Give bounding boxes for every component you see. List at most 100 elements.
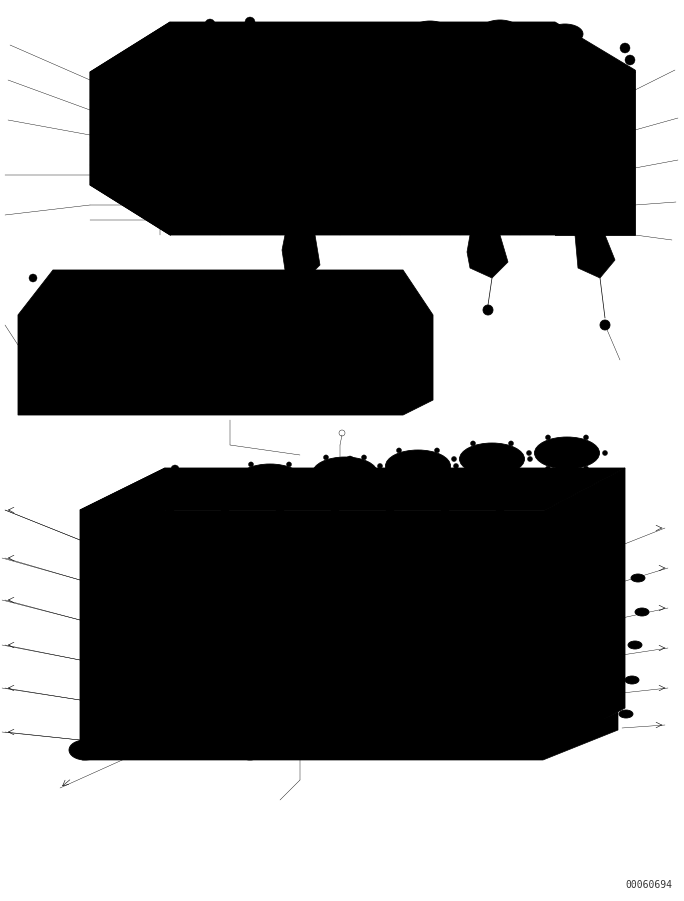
Circle shape xyxy=(471,441,475,446)
Ellipse shape xyxy=(393,93,421,107)
Circle shape xyxy=(166,506,174,514)
Circle shape xyxy=(276,506,284,514)
Ellipse shape xyxy=(265,319,307,345)
Ellipse shape xyxy=(534,437,599,469)
Circle shape xyxy=(480,70,488,78)
Circle shape xyxy=(96,70,104,78)
Polygon shape xyxy=(191,650,235,710)
Ellipse shape xyxy=(317,460,373,486)
Circle shape xyxy=(231,486,235,490)
Circle shape xyxy=(384,70,392,78)
Polygon shape xyxy=(82,712,618,760)
Ellipse shape xyxy=(391,744,409,754)
Polygon shape xyxy=(327,650,371,710)
Polygon shape xyxy=(80,510,545,750)
Circle shape xyxy=(620,43,630,53)
Ellipse shape xyxy=(595,611,609,619)
Ellipse shape xyxy=(320,322,356,342)
Circle shape xyxy=(29,403,37,411)
Ellipse shape xyxy=(594,644,616,656)
Circle shape xyxy=(441,506,449,514)
Circle shape xyxy=(245,17,255,27)
Polygon shape xyxy=(259,650,303,710)
Circle shape xyxy=(288,70,296,78)
Ellipse shape xyxy=(85,690,115,710)
Circle shape xyxy=(230,478,235,483)
Ellipse shape xyxy=(631,574,645,582)
Ellipse shape xyxy=(104,138,126,152)
Circle shape xyxy=(583,466,588,471)
Circle shape xyxy=(323,274,331,282)
Circle shape xyxy=(211,501,217,506)
Circle shape xyxy=(471,472,475,478)
Circle shape xyxy=(304,470,309,476)
Ellipse shape xyxy=(237,464,302,496)
Ellipse shape xyxy=(461,89,499,111)
Circle shape xyxy=(296,256,304,264)
Ellipse shape xyxy=(557,605,573,614)
Circle shape xyxy=(281,274,289,282)
Ellipse shape xyxy=(481,20,519,40)
Circle shape xyxy=(432,70,440,78)
Ellipse shape xyxy=(543,442,591,464)
Circle shape xyxy=(306,478,311,483)
Ellipse shape xyxy=(589,539,611,551)
Ellipse shape xyxy=(171,477,219,499)
Ellipse shape xyxy=(388,89,426,111)
Ellipse shape xyxy=(394,455,442,477)
Circle shape xyxy=(93,550,143,600)
Ellipse shape xyxy=(320,93,348,107)
Circle shape xyxy=(346,456,354,464)
Circle shape xyxy=(362,455,367,460)
Circle shape xyxy=(362,486,367,491)
Ellipse shape xyxy=(213,319,255,345)
Circle shape xyxy=(197,274,205,282)
Polygon shape xyxy=(282,235,320,280)
Circle shape xyxy=(600,320,610,330)
Ellipse shape xyxy=(460,443,525,475)
Polygon shape xyxy=(82,730,543,748)
Ellipse shape xyxy=(321,462,369,484)
Circle shape xyxy=(155,274,163,282)
Circle shape xyxy=(365,274,373,282)
Ellipse shape xyxy=(554,674,570,682)
Ellipse shape xyxy=(268,322,304,342)
Polygon shape xyxy=(90,22,170,235)
Ellipse shape xyxy=(247,93,275,107)
Circle shape xyxy=(155,486,159,490)
Circle shape xyxy=(434,479,440,484)
Circle shape xyxy=(239,274,247,282)
Ellipse shape xyxy=(598,646,612,654)
Ellipse shape xyxy=(308,30,352,54)
Ellipse shape xyxy=(386,450,451,482)
Ellipse shape xyxy=(583,132,607,148)
Circle shape xyxy=(211,470,217,475)
Ellipse shape xyxy=(560,639,576,648)
Ellipse shape xyxy=(466,93,494,107)
Circle shape xyxy=(451,457,456,461)
Ellipse shape xyxy=(597,574,619,586)
Polygon shape xyxy=(90,22,635,235)
Circle shape xyxy=(365,403,373,411)
Circle shape xyxy=(336,70,344,78)
Ellipse shape xyxy=(591,681,605,689)
Polygon shape xyxy=(80,468,625,510)
Polygon shape xyxy=(80,468,165,750)
Ellipse shape xyxy=(310,32,350,52)
Polygon shape xyxy=(18,270,433,415)
Circle shape xyxy=(155,403,163,411)
Ellipse shape xyxy=(625,676,639,684)
Circle shape xyxy=(248,462,254,467)
Circle shape xyxy=(527,457,533,461)
Ellipse shape xyxy=(456,741,474,751)
Ellipse shape xyxy=(583,183,607,197)
Polygon shape xyxy=(28,275,411,410)
Ellipse shape xyxy=(131,106,159,124)
Circle shape xyxy=(324,486,328,491)
Circle shape xyxy=(248,493,254,498)
Circle shape xyxy=(221,506,229,514)
Circle shape xyxy=(397,448,402,453)
Circle shape xyxy=(171,465,179,473)
Circle shape xyxy=(496,506,504,514)
Circle shape xyxy=(29,274,37,282)
